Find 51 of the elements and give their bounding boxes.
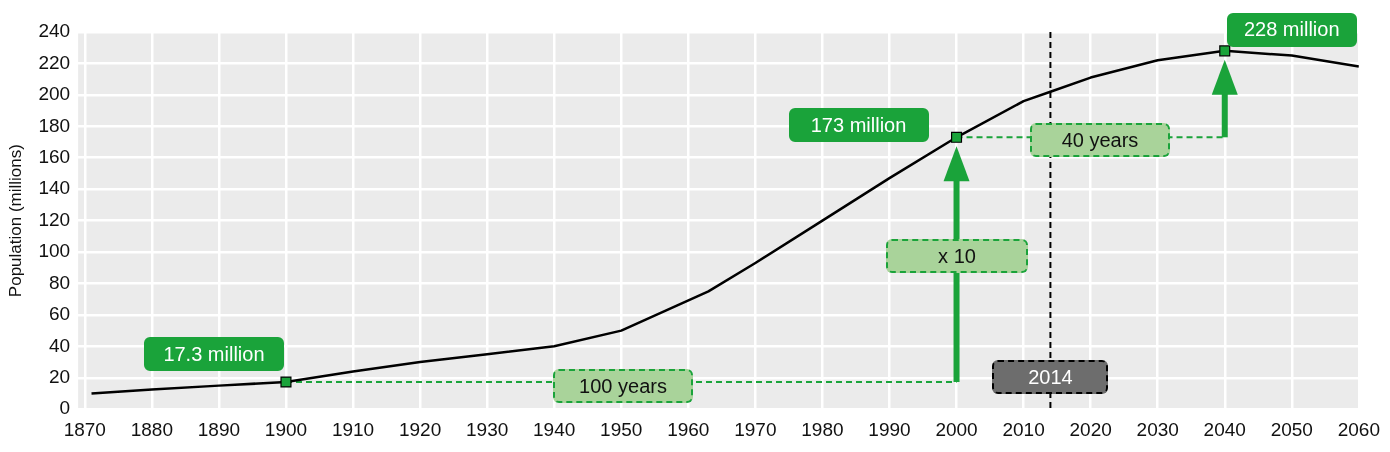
- x-tick-label: 2000: [935, 418, 978, 440]
- x-tick-label: 1920: [398, 418, 442, 440]
- annotation: 40 years: [1061, 128, 1139, 152]
- x-tick-label: 2010: [1002, 418, 1045, 440]
- note-box: 100 years: [553, 369, 693, 403]
- x-tick-label: 2040: [1203, 418, 1246, 440]
- x-tick-label: 1890: [197, 418, 241, 440]
- point: [950, 131, 963, 143]
- x-tick-label: 1980: [801, 418, 844, 440]
- x-tick-label: 1910: [331, 418, 375, 440]
- y-tick-label: 120: [38, 208, 71, 230]
- x-tick-label: 1940: [533, 418, 576, 440]
- annotation: 17.3 million: [163, 342, 265, 366]
- y-tick-label: 60: [48, 303, 71, 325]
- y-tick-label: 20: [48, 366, 71, 387]
- note-box: 17.3 million: [143, 337, 284, 371]
- x-tick-label: 1870: [63, 418, 106, 440]
- note-box: 40 years: [1030, 123, 1170, 157]
- annotation: x 10: [938, 244, 976, 268]
- note-box: 173 million: [788, 108, 929, 143]
- note-box: x 10: [886, 239, 1028, 273]
- annotation: 100 years: [579, 374, 667, 398]
- x-tick-label: 1930: [466, 418, 509, 440]
- x-tick-label: 1960: [667, 418, 710, 440]
- y-axis-title: Population (millions): [5, 144, 25, 298]
- x-tick-label: 2030: [1136, 418, 1179, 440]
- x-tick-label: 2060: [1337, 418, 1381, 440]
- x-tick-label: 1880: [130, 418, 173, 440]
- y-tick-label: 0: [59, 397, 71, 419]
- x-tick-label: 1970: [734, 418, 777, 440]
- x-tick-label: 2020: [1069, 418, 1112, 440]
- y-tick-label: 40: [48, 334, 71, 356]
- y-tick-label: 100: [38, 240, 71, 262]
- x-tick-label: 1950: [600, 418, 643, 440]
- y-tick-label: 160: [38, 145, 71, 167]
- point: [1219, 45, 1231, 57]
- annotation: 228 million: [1243, 18, 1340, 42]
- y-tick-label: 80: [48, 271, 71, 293]
- y-tick-label: 200: [38, 83, 71, 105]
- y-tick-label: 140: [38, 177, 71, 199]
- y-tick-label: 180: [38, 114, 71, 136]
- x-tick-label: 1990: [868, 418, 911, 440]
- note-box: 2014: [992, 360, 1109, 395]
- x-tick-label: 2050: [1270, 418, 1313, 440]
- annotation: 173 million: [810, 113, 907, 137]
- x-tick-label: 1900: [264, 418, 308, 440]
- point: [280, 376, 292, 388]
- ref-line-label: 2014: [1028, 365, 1073, 389]
- y-tick-label: 240: [38, 20, 71, 42]
- y-tick-label: 220: [38, 51, 71, 73]
- note-box: 228 million: [1226, 12, 1357, 47]
